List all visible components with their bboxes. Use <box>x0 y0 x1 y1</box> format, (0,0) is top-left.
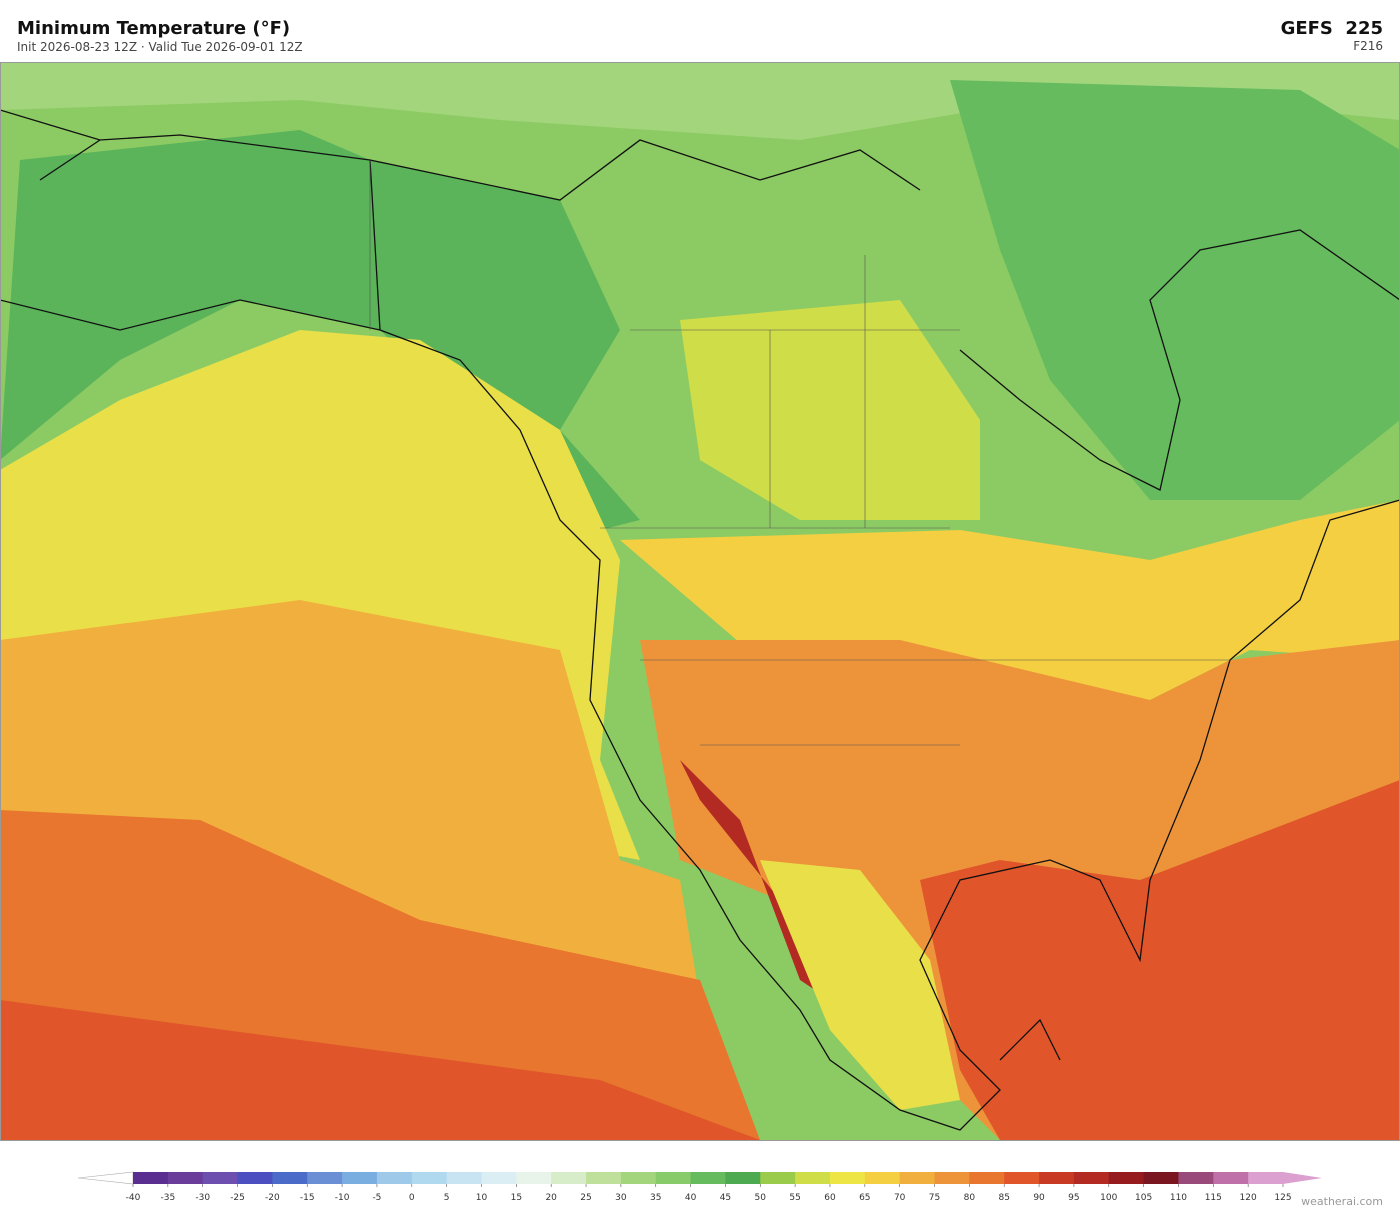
colorbar-segment <box>1073 1172 1110 1184</box>
colorbar-tick-label: 40 <box>685 1193 697 1203</box>
canada-east <box>950 80 1400 500</box>
colorbar-segment <box>1213 1172 1249 1184</box>
colorbar-tick-label: 35 <box>650 1193 661 1203</box>
colorbar-segment <box>376 1172 413 1184</box>
colorbar-tick-label: 90 <box>1033 1193 1045 1203</box>
colorbar-segment <box>342 1172 378 1184</box>
colorbar-segment <box>795 1172 831 1184</box>
credit: weatherai.com <box>1301 1195 1383 1208</box>
colorbar-segment <box>934 1172 970 1184</box>
colorbar-segment <box>690 1172 726 1184</box>
colorbar-segment <box>1004 1172 1040 1184</box>
colorbar-segment <box>167 1172 204 1184</box>
colorbar-tick-label: 75 <box>929 1193 940 1203</box>
colorbar-segment <box>586 1172 622 1184</box>
model: GEFS 225 <box>1281 18 1383 39</box>
colorbar-tick-label: 80 <box>964 1193 976 1203</box>
colorbar-under <box>77 1171 134 1185</box>
colorbar-tick-label: 25 <box>580 1193 591 1203</box>
desert-hot <box>680 760 830 1000</box>
colorbar-segment <box>516 1172 552 1184</box>
colorbar-segment <box>237 1172 273 1184</box>
colorbar-segment <box>1248 1172 1284 1184</box>
colorbar-segment <box>864 1172 901 1184</box>
colorbar-tick-label: 100 <box>1100 1193 1117 1203</box>
colorbar-tick-label: -5 <box>372 1193 381 1203</box>
colorbar-segment <box>760 1172 796 1184</box>
colorbar-segment <box>481 1172 517 1184</box>
colorbar-tick-label: 0 <box>409 1193 415 1203</box>
pacific-far-south <box>0 1000 760 1140</box>
coastline <box>0 109 1400 1131</box>
colorbar-segment <box>411 1172 448 1184</box>
colorbar-segment <box>446 1172 482 1184</box>
colorbar-segment <box>551 1172 587 1184</box>
colorbar-tick-label: -35 <box>160 1193 175 1203</box>
colorbar-segment <box>1178 1172 1214 1184</box>
alaska-canada-west <box>0 130 640 540</box>
colorbar-segment <box>1039 1172 1075 1184</box>
colorbar-tick-label: 110 <box>1170 1193 1187 1203</box>
colorbar-tick-label: 70 <box>894 1193 906 1203</box>
title: Minimum Temperature (°F) <box>17 18 290 39</box>
colorbar-tick-label: 60 <box>824 1193 836 1203</box>
mexico-plateau <box>760 860 960 1110</box>
colorbar-tick-label: -25 <box>230 1193 245 1203</box>
prairies <box>680 300 980 520</box>
colorbar-segment <box>655 1172 692 1184</box>
gulf-atlantic <box>920 780 1400 1140</box>
colorbar-tick-label: -10 <box>335 1193 350 1203</box>
colorbar-tick-label: 5 <box>444 1193 450 1203</box>
colorbar-tick-label: 95 <box>1068 1193 1079 1203</box>
colorbar-tick-label: 120 <box>1240 1193 1257 1203</box>
colorbar-tick-label: -40 <box>126 1193 141 1203</box>
colorbar-segment <box>202 1172 239 1184</box>
colorbar-segment <box>133 1172 169 1184</box>
colorbar-segment <box>829 1172 866 1184</box>
arctic <box>0 62 1400 140</box>
colorbar-over <box>1283 1172 1322 1184</box>
colorbar-segment <box>272 1172 308 1184</box>
colorbar-segment <box>1143 1172 1179 1184</box>
colorbar-tick-label: -20 <box>265 1193 280 1203</box>
forecast-hour: F216 <box>1353 39 1383 53</box>
colorbar-tick-label: 65 <box>859 1193 870 1203</box>
colorbar-segment <box>899 1172 936 1184</box>
map <box>0 62 1400 1141</box>
colorbar-tick-label: -30 <box>195 1193 210 1203</box>
colorbar-segment <box>725 1172 761 1184</box>
colorbar-tick-label: 125 <box>1274 1193 1291 1203</box>
colorbar-tick-label: 20 <box>545 1193 557 1203</box>
colorbar-tick-label: 105 <box>1135 1193 1152 1203</box>
colorbar-tick-label: 10 <box>476 1193 488 1203</box>
colorbar-tick-label: 45 <box>720 1193 731 1203</box>
colorbar-segment <box>969 1172 1005 1184</box>
colorbar-segment <box>307 1172 343 1184</box>
colorbar-segment <box>620 1172 657 1184</box>
colorbar: -40 -35 -30 -25 -20 -15 -10 -5 0 5 10 15 20 25 30 35 40 4… <box>77 1171 1322 1203</box>
borders <box>369 160 1230 746</box>
subtitle: Init 2026-08-23 12Z · Valid Tue 2026-09-… <box>17 40 303 54</box>
colorbar-tick-label: 50 <box>755 1193 767 1203</box>
colorbar-tick-label: -15 <box>300 1193 315 1203</box>
colorbar-tick-label: 85 <box>998 1193 1009 1203</box>
colorbar-tick-label: 115 <box>1205 1193 1222 1203</box>
colorbar-tick-label: 15 <box>511 1193 522 1203</box>
colorbar-segment <box>1108 1172 1145 1184</box>
colorbar-tick-label: 55 <box>789 1193 800 1203</box>
colorbar-tick-label: 30 <box>615 1193 627 1203</box>
